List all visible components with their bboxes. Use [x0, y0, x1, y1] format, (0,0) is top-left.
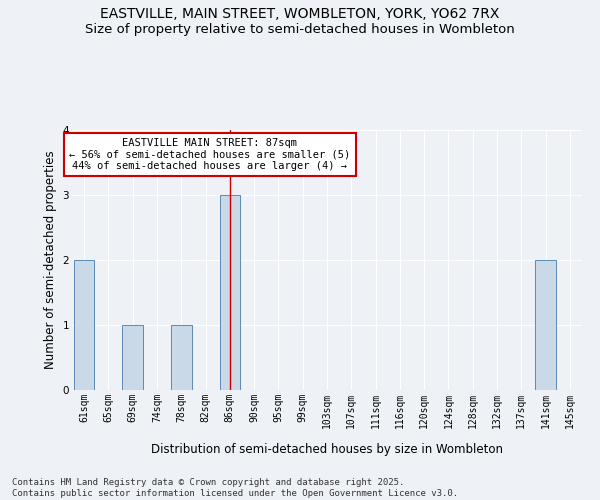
- Text: Size of property relative to semi-detached houses in Wombleton: Size of property relative to semi-detach…: [85, 22, 515, 36]
- Bar: [122, 325, 143, 390]
- Text: Contains HM Land Registry data © Crown copyright and database right 2025.
Contai: Contains HM Land Registry data © Crown c…: [12, 478, 458, 498]
- Text: EASTVILLE, MAIN STREET, WOMBLETON, YORK, YO62 7RX: EASTVILLE, MAIN STREET, WOMBLETON, YORK,…: [100, 8, 500, 22]
- Text: Distribution of semi-detached houses by size in Wombleton: Distribution of semi-detached houses by …: [151, 442, 503, 456]
- Text: EASTVILLE MAIN STREET: 87sqm
← 56% of semi-detached houses are smaller (5)
44% o: EASTVILLE MAIN STREET: 87sqm ← 56% of se…: [69, 138, 350, 171]
- Bar: [74, 260, 94, 390]
- Bar: [171, 325, 191, 390]
- Bar: [535, 260, 556, 390]
- Bar: [220, 195, 240, 390]
- Y-axis label: Number of semi-detached properties: Number of semi-detached properties: [44, 150, 57, 370]
